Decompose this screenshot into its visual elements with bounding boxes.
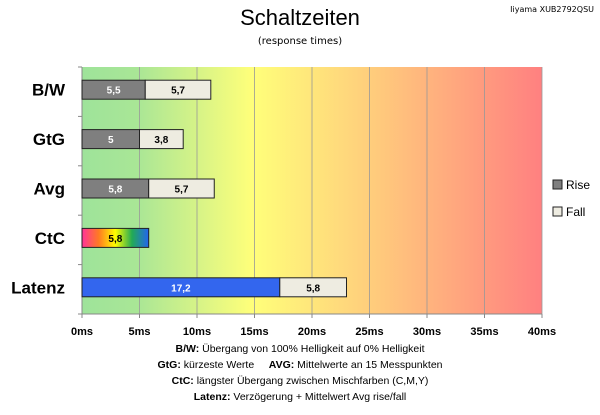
data-label: 5,7 bbox=[171, 86, 185, 97]
category-label: GtG bbox=[33, 130, 65, 149]
data-label: 5,7 bbox=[175, 185, 189, 196]
data-label: 5,8 bbox=[108, 185, 122, 196]
data-label: 5,8 bbox=[306, 283, 320, 294]
x-tick-label: 15ms bbox=[240, 326, 268, 338]
category-label: B/W bbox=[32, 81, 66, 100]
bar-fall bbox=[148, 178, 215, 199]
chart-title: Schaltzeiten bbox=[240, 5, 360, 30]
data-label: 17,2 bbox=[171, 283, 191, 294]
bar-rise bbox=[81, 227, 150, 248]
data-label: 5,8 bbox=[108, 234, 122, 245]
x-tick-label: 5ms bbox=[128, 326, 150, 338]
chart-subtitle: (response times) bbox=[257, 36, 343, 47]
note-gtg-avg: GtG: kürzeste Werte AVG: Mittelwerte an … bbox=[157, 359, 443, 371]
note-bw: B/W: Übergang von 100% Helligkeit auf 0%… bbox=[175, 343, 425, 355]
bar-fall bbox=[144, 79, 212, 100]
note-latenz: Latenz: Verzögerung + Mittelwert Avg ris… bbox=[193, 391, 407, 403]
category-label: CtC bbox=[35, 229, 65, 248]
x-tick-label: 10ms bbox=[183, 326, 211, 338]
x-tick-label: 25ms bbox=[355, 326, 383, 338]
x-tick-label: 30ms bbox=[413, 326, 441, 338]
legend-label: Fall bbox=[566, 205, 585, 219]
x-tick-label: 40ms bbox=[528, 326, 556, 338]
x-tick-label: 20ms bbox=[298, 326, 326, 338]
bar-fall bbox=[139, 129, 184, 150]
bar-fall bbox=[279, 277, 347, 298]
category-label: Avg bbox=[34, 180, 66, 199]
data-label: 5,5 bbox=[107, 86, 121, 97]
data-label: 5 bbox=[108, 135, 114, 146]
legend-swatch-rise bbox=[552, 179, 563, 190]
data-label: 3,8 bbox=[154, 135, 168, 146]
category-label: Latenz bbox=[11, 278, 65, 297]
monitor-model: Iiyama XUB2792QSU bbox=[510, 5, 594, 14]
x-tick-label: 35ms bbox=[470, 326, 498, 338]
legend-swatch-fall bbox=[552, 206, 563, 217]
x-tick-label: 0ms bbox=[71, 326, 93, 338]
legend-label: Rise bbox=[566, 178, 590, 192]
note-ctc: CtC: längster Übergang zwischen Mischfar… bbox=[171, 375, 429, 387]
